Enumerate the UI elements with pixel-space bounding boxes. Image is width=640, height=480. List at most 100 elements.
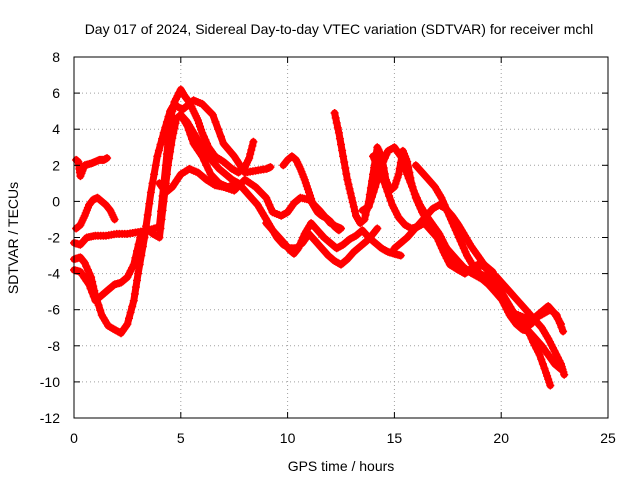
data-point-marker xyxy=(248,141,257,150)
data-point-marker xyxy=(557,323,566,332)
data-point-marker xyxy=(555,319,564,328)
series-track-2 xyxy=(72,193,119,233)
data-point-marker xyxy=(334,128,343,137)
data-point-marker xyxy=(247,146,256,154)
data-point-marker xyxy=(150,170,159,179)
data-point-marker xyxy=(347,193,356,202)
data-point-marker xyxy=(266,163,275,172)
data-point-marker xyxy=(133,276,141,285)
data-point-marker xyxy=(461,247,470,256)
data-point-marker xyxy=(110,215,119,224)
data-point-marker xyxy=(440,201,449,209)
data-point-marker xyxy=(337,140,345,149)
data-point-marker xyxy=(363,203,372,212)
data-point-marker xyxy=(202,161,211,170)
data-point-marker xyxy=(293,245,302,254)
data-point-marker xyxy=(85,269,94,278)
data-point-marker xyxy=(396,152,405,161)
x-tick-label: 20 xyxy=(493,430,509,446)
data-point-marker xyxy=(204,165,213,174)
data-point-marker xyxy=(246,150,255,158)
data-point-marker xyxy=(439,197,447,206)
data-point-marker xyxy=(359,216,368,225)
data-point-marker xyxy=(537,355,546,364)
data-point-marker xyxy=(412,193,421,202)
data-point-marker xyxy=(129,260,138,269)
axis-ticks xyxy=(73,56,609,419)
data-point-marker xyxy=(86,284,95,293)
data-point-marker xyxy=(448,219,457,228)
data-point-marker xyxy=(372,225,381,234)
data-point-marker xyxy=(377,169,385,178)
y-tick-label: 0 xyxy=(52,193,60,209)
data-point-marker xyxy=(203,139,211,148)
x-tick-label: 15 xyxy=(387,430,403,446)
data-point-marker xyxy=(332,118,341,127)
data-point-marker xyxy=(551,309,560,318)
data-point-marker xyxy=(369,187,378,196)
data-point-marker xyxy=(299,233,308,242)
data-point-marker xyxy=(165,154,174,163)
data-point-marker xyxy=(559,327,568,336)
data-point-marker xyxy=(360,215,369,224)
data-point-marker xyxy=(341,164,350,172)
data-point-marker xyxy=(546,381,555,390)
series-track-5 xyxy=(70,110,239,305)
data-point-marker xyxy=(552,311,561,320)
y-tick-label: 8 xyxy=(52,49,60,65)
data-point-marker xyxy=(170,124,179,133)
data-point-marker xyxy=(560,370,569,379)
data-point-marker xyxy=(414,197,423,206)
data-point-marker xyxy=(338,146,347,155)
data-point-marker xyxy=(346,189,355,198)
series-track-9 xyxy=(279,152,343,235)
data-point-marker xyxy=(208,110,217,119)
data-point-marker xyxy=(366,197,375,206)
data-point-marker xyxy=(385,192,394,200)
data-point-marker xyxy=(535,350,544,359)
data-point-marker xyxy=(372,177,381,186)
data-point-marker xyxy=(340,158,349,167)
data-point-marker xyxy=(343,175,352,184)
data-point-marker xyxy=(151,161,160,170)
data-point-marker xyxy=(453,229,462,238)
y-tick-label: -12 xyxy=(40,410,60,426)
data-point-marker xyxy=(526,331,534,339)
data-point-marker xyxy=(406,178,415,187)
data-point-marker xyxy=(350,207,359,216)
x-axis-label: GPS time / hours xyxy=(288,458,395,474)
data-point-marker xyxy=(130,289,139,298)
data-point-marker xyxy=(408,182,416,191)
data-point-marker xyxy=(294,244,303,253)
data-point-marker xyxy=(262,193,271,202)
data-point-marker xyxy=(181,116,190,125)
x-tick-label: 5 xyxy=(177,430,185,446)
data-point-marker xyxy=(368,192,376,201)
data-point-marker xyxy=(456,237,465,246)
data-point-marker xyxy=(371,183,380,191)
data-point-marker xyxy=(409,186,418,195)
data-point-marker xyxy=(164,161,172,170)
data-point-marker xyxy=(401,165,410,174)
data-point-marker xyxy=(380,154,389,163)
data-point-marker xyxy=(157,215,166,224)
data-point-marker xyxy=(349,202,358,211)
data-point-marker xyxy=(331,113,340,122)
data-point-marker xyxy=(121,274,130,283)
data-point-marker xyxy=(96,306,105,315)
data-point-marker xyxy=(143,210,152,219)
data-point-marker xyxy=(295,240,304,249)
data-point-marker xyxy=(159,128,168,137)
y-tick-label: -6 xyxy=(48,302,61,318)
data-point-marker xyxy=(389,183,398,192)
y-tick-label: -2 xyxy=(48,230,61,246)
data-point-marker xyxy=(554,315,563,324)
data-point-marker xyxy=(527,334,536,343)
data-point-marker xyxy=(344,180,353,189)
data-point-marker xyxy=(159,197,168,206)
data-point-marker xyxy=(403,170,412,179)
data-point-marker xyxy=(87,273,96,282)
x-tick-labels: 0 5 10 15 20 25 xyxy=(70,430,616,446)
data-point-marker xyxy=(80,258,89,267)
data-point-marker xyxy=(211,118,220,126)
